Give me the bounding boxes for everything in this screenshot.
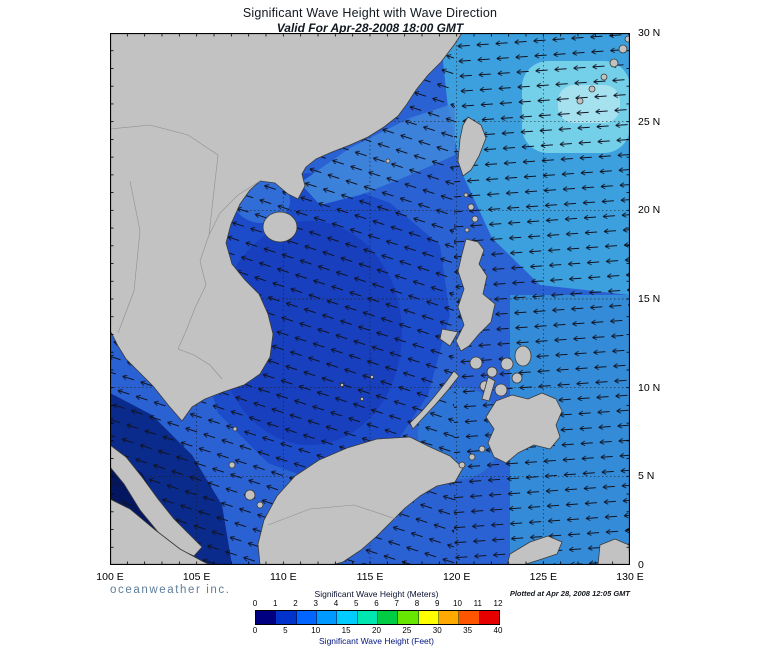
borneo xyxy=(257,436,464,565)
feet-tick: 25 xyxy=(402,626,412,635)
meters-tick: 2 xyxy=(293,599,298,608)
valid-time-subtitle: Valid For Apr-28-2008 18:00 GMT xyxy=(276,21,464,35)
oceanweather-brand: oceanweather inc. xyxy=(110,584,231,596)
feet-tick: 40 xyxy=(493,626,503,635)
meters-tick: 9 xyxy=(435,599,440,608)
meters-tick: 4 xyxy=(333,599,339,608)
mindanao xyxy=(485,392,563,464)
feet-tick: 10 xyxy=(311,626,321,635)
mainland-asia xyxy=(110,33,463,422)
lat-label: 30 N xyxy=(638,27,661,39)
meters-tick: 8 xyxy=(414,599,420,608)
colorbar-segment xyxy=(459,611,480,624)
meters-tick: 0 xyxy=(252,599,258,608)
lon-label: 125 E xyxy=(529,571,558,583)
colorbar-segment xyxy=(398,611,419,624)
feet-tick: 15 xyxy=(341,626,351,635)
lat-label: 25 N xyxy=(638,115,661,128)
degree-ticks xyxy=(110,33,630,565)
page-title: Significant Wave Height with Wave Direct… xyxy=(242,6,498,20)
lon-label: 100 E xyxy=(96,571,124,583)
lon-label: 115 E xyxy=(356,571,384,583)
meters-tick: 7 xyxy=(394,599,399,608)
colorbar xyxy=(255,610,500,625)
luzon xyxy=(455,238,496,352)
feet-tick: 20 xyxy=(372,626,381,635)
meters-tick: 6 xyxy=(374,599,379,608)
land-layer xyxy=(110,33,630,565)
map-region xyxy=(109,32,631,566)
meters-tick: 5 xyxy=(354,599,359,608)
malay-peninsula xyxy=(110,444,203,557)
lat-label: 5 N xyxy=(638,470,655,483)
lon-label: 105 E xyxy=(182,571,211,583)
feet-tick: 30 xyxy=(432,626,442,635)
colorbar-segment xyxy=(276,611,297,624)
feet-tick: 5 xyxy=(283,626,288,635)
colorbar-segment xyxy=(357,611,378,624)
lat-label: 15 N xyxy=(638,293,661,305)
map-canvas xyxy=(109,32,631,566)
colorbar-segment xyxy=(438,611,460,624)
sulu-archipelago xyxy=(458,445,486,469)
lon-label: 120 E xyxy=(442,571,471,583)
lon-label: 110 E xyxy=(269,571,297,583)
colorbar-segment xyxy=(316,611,338,624)
colorbar-segment xyxy=(296,611,317,624)
lat-label: 20 N xyxy=(638,204,661,217)
colorbar-meters-label: Significant Wave Height (Meters) xyxy=(314,589,439,599)
plotted-timestamp: Plotted at Apr 28, 2008 12:05 GMT xyxy=(509,589,630,598)
lon-label: 130 E xyxy=(616,571,644,583)
colorbar-segment xyxy=(337,611,358,624)
sulawesi xyxy=(506,535,563,565)
feet-tick: 0 xyxy=(252,626,258,635)
taiwan xyxy=(457,116,487,177)
country-borders xyxy=(110,124,397,526)
meters-tick: 12 xyxy=(493,599,503,608)
lat-label: 0 xyxy=(638,559,644,572)
colorbar-segment xyxy=(479,611,499,624)
ryukyu-islands xyxy=(576,35,630,105)
palawan xyxy=(409,370,460,430)
meters-tick: 3 xyxy=(313,599,318,608)
small-islands xyxy=(228,158,479,509)
meters-tick: 1 xyxy=(273,599,278,608)
colorbar-feet-label: Significant Wave Height (Feet) xyxy=(319,636,434,646)
colorbar-segment xyxy=(418,611,439,624)
hainan xyxy=(262,211,298,243)
lat-label: 10 N xyxy=(638,381,661,394)
colorbar-segment xyxy=(256,611,277,624)
sumatra xyxy=(110,498,211,565)
mindoro xyxy=(439,328,459,347)
colorbar-segment xyxy=(377,611,399,624)
meters-tick: 10 xyxy=(453,599,462,608)
visayas xyxy=(469,345,532,402)
meters-tick: 11 xyxy=(473,599,482,608)
feet-tick: 35 xyxy=(463,626,473,635)
